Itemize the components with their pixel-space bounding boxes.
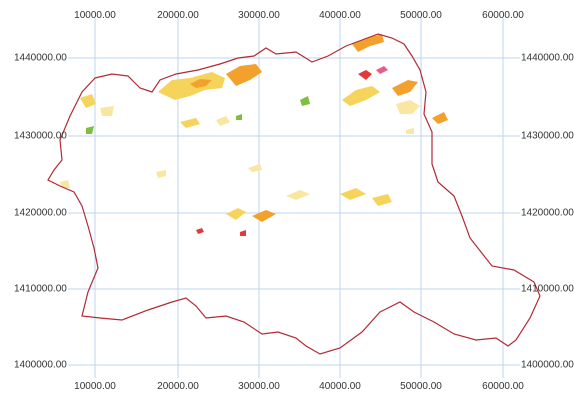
x-label-bottom-6: 60000.00 <box>482 381 524 392</box>
patch-south-3 <box>286 190 310 200</box>
patch-south-red-2 <box>240 230 246 236</box>
y-label-right-5: 1400000.00 <box>521 359 574 371</box>
patch-north-ridge <box>190 79 212 88</box>
patch-south-red-1 <box>196 228 204 234</box>
x-label-top-2: 20000.00 <box>157 10 199 21</box>
y-label-right-4: 1410000.00 <box>521 283 574 295</box>
x-label-bottom-2: 20000.00 <box>157 381 199 392</box>
patch-south-6 <box>248 164 262 172</box>
y-label-right-1: 1440000.00 <box>521 52 574 64</box>
patch-south-4 <box>340 188 366 200</box>
y-label-left-2: 1430000.00 <box>14 130 67 142</box>
x-label-top-3: 30000.00 <box>238 10 280 21</box>
x-label-bottom-3: 30000.00 <box>238 381 280 392</box>
patch-east-strip <box>342 86 380 106</box>
patch-west-2 <box>100 106 114 116</box>
patch-south-8 <box>60 180 70 188</box>
patch-center-1 <box>180 118 200 128</box>
y-label-left-4: 1410000.00 <box>14 283 67 295</box>
patch-south-7 <box>156 170 166 178</box>
x-label-bottom-5: 50000.00 <box>400 381 442 392</box>
patch-south-2 <box>252 210 276 222</box>
y-label-left-3: 1420000.00 <box>14 207 67 219</box>
patch-northeast-pink <box>376 66 388 74</box>
y-label-right-3: 1420000.00 <box>521 207 574 219</box>
patch-mid-east-2 <box>406 128 414 134</box>
patch-north-mid <box>226 64 262 86</box>
patch-mid-east-1 <box>432 112 448 124</box>
patch-northeast <box>352 34 384 52</box>
patch-south-1 <box>226 208 246 220</box>
patch-northeast-red <box>358 70 372 80</box>
patch-south-5 <box>372 194 392 206</box>
x-label-top-4: 40000.00 <box>319 10 361 21</box>
habitat-patches <box>60 34 448 236</box>
patch-east-strip-2 <box>392 80 418 96</box>
patch-center-green-2 <box>236 114 242 120</box>
patch-west-green <box>86 126 94 134</box>
y-label-left-1: 1440000.00 <box>14 52 67 64</box>
x-label-bottom-1: 10000.00 <box>74 381 116 392</box>
y-label-right-2: 1430000.00 <box>521 130 574 142</box>
x-label-top-1: 10000.00 <box>74 10 116 21</box>
patch-west-1 <box>80 94 96 108</box>
patch-center-2 <box>216 116 230 126</box>
grid-lines <box>68 18 520 378</box>
x-label-bottom-4: 40000.00 <box>319 381 361 392</box>
y-label-left-5: 1400000.00 <box>14 359 67 371</box>
patch-east-light <box>396 100 420 114</box>
patch-north-west <box>158 72 225 100</box>
patch-center-green <box>300 96 310 106</box>
x-label-top-5: 50000.00 <box>400 10 442 21</box>
region-boundary <box>47 33 541 355</box>
x-label-top-6: 60000.00 <box>482 10 524 21</box>
